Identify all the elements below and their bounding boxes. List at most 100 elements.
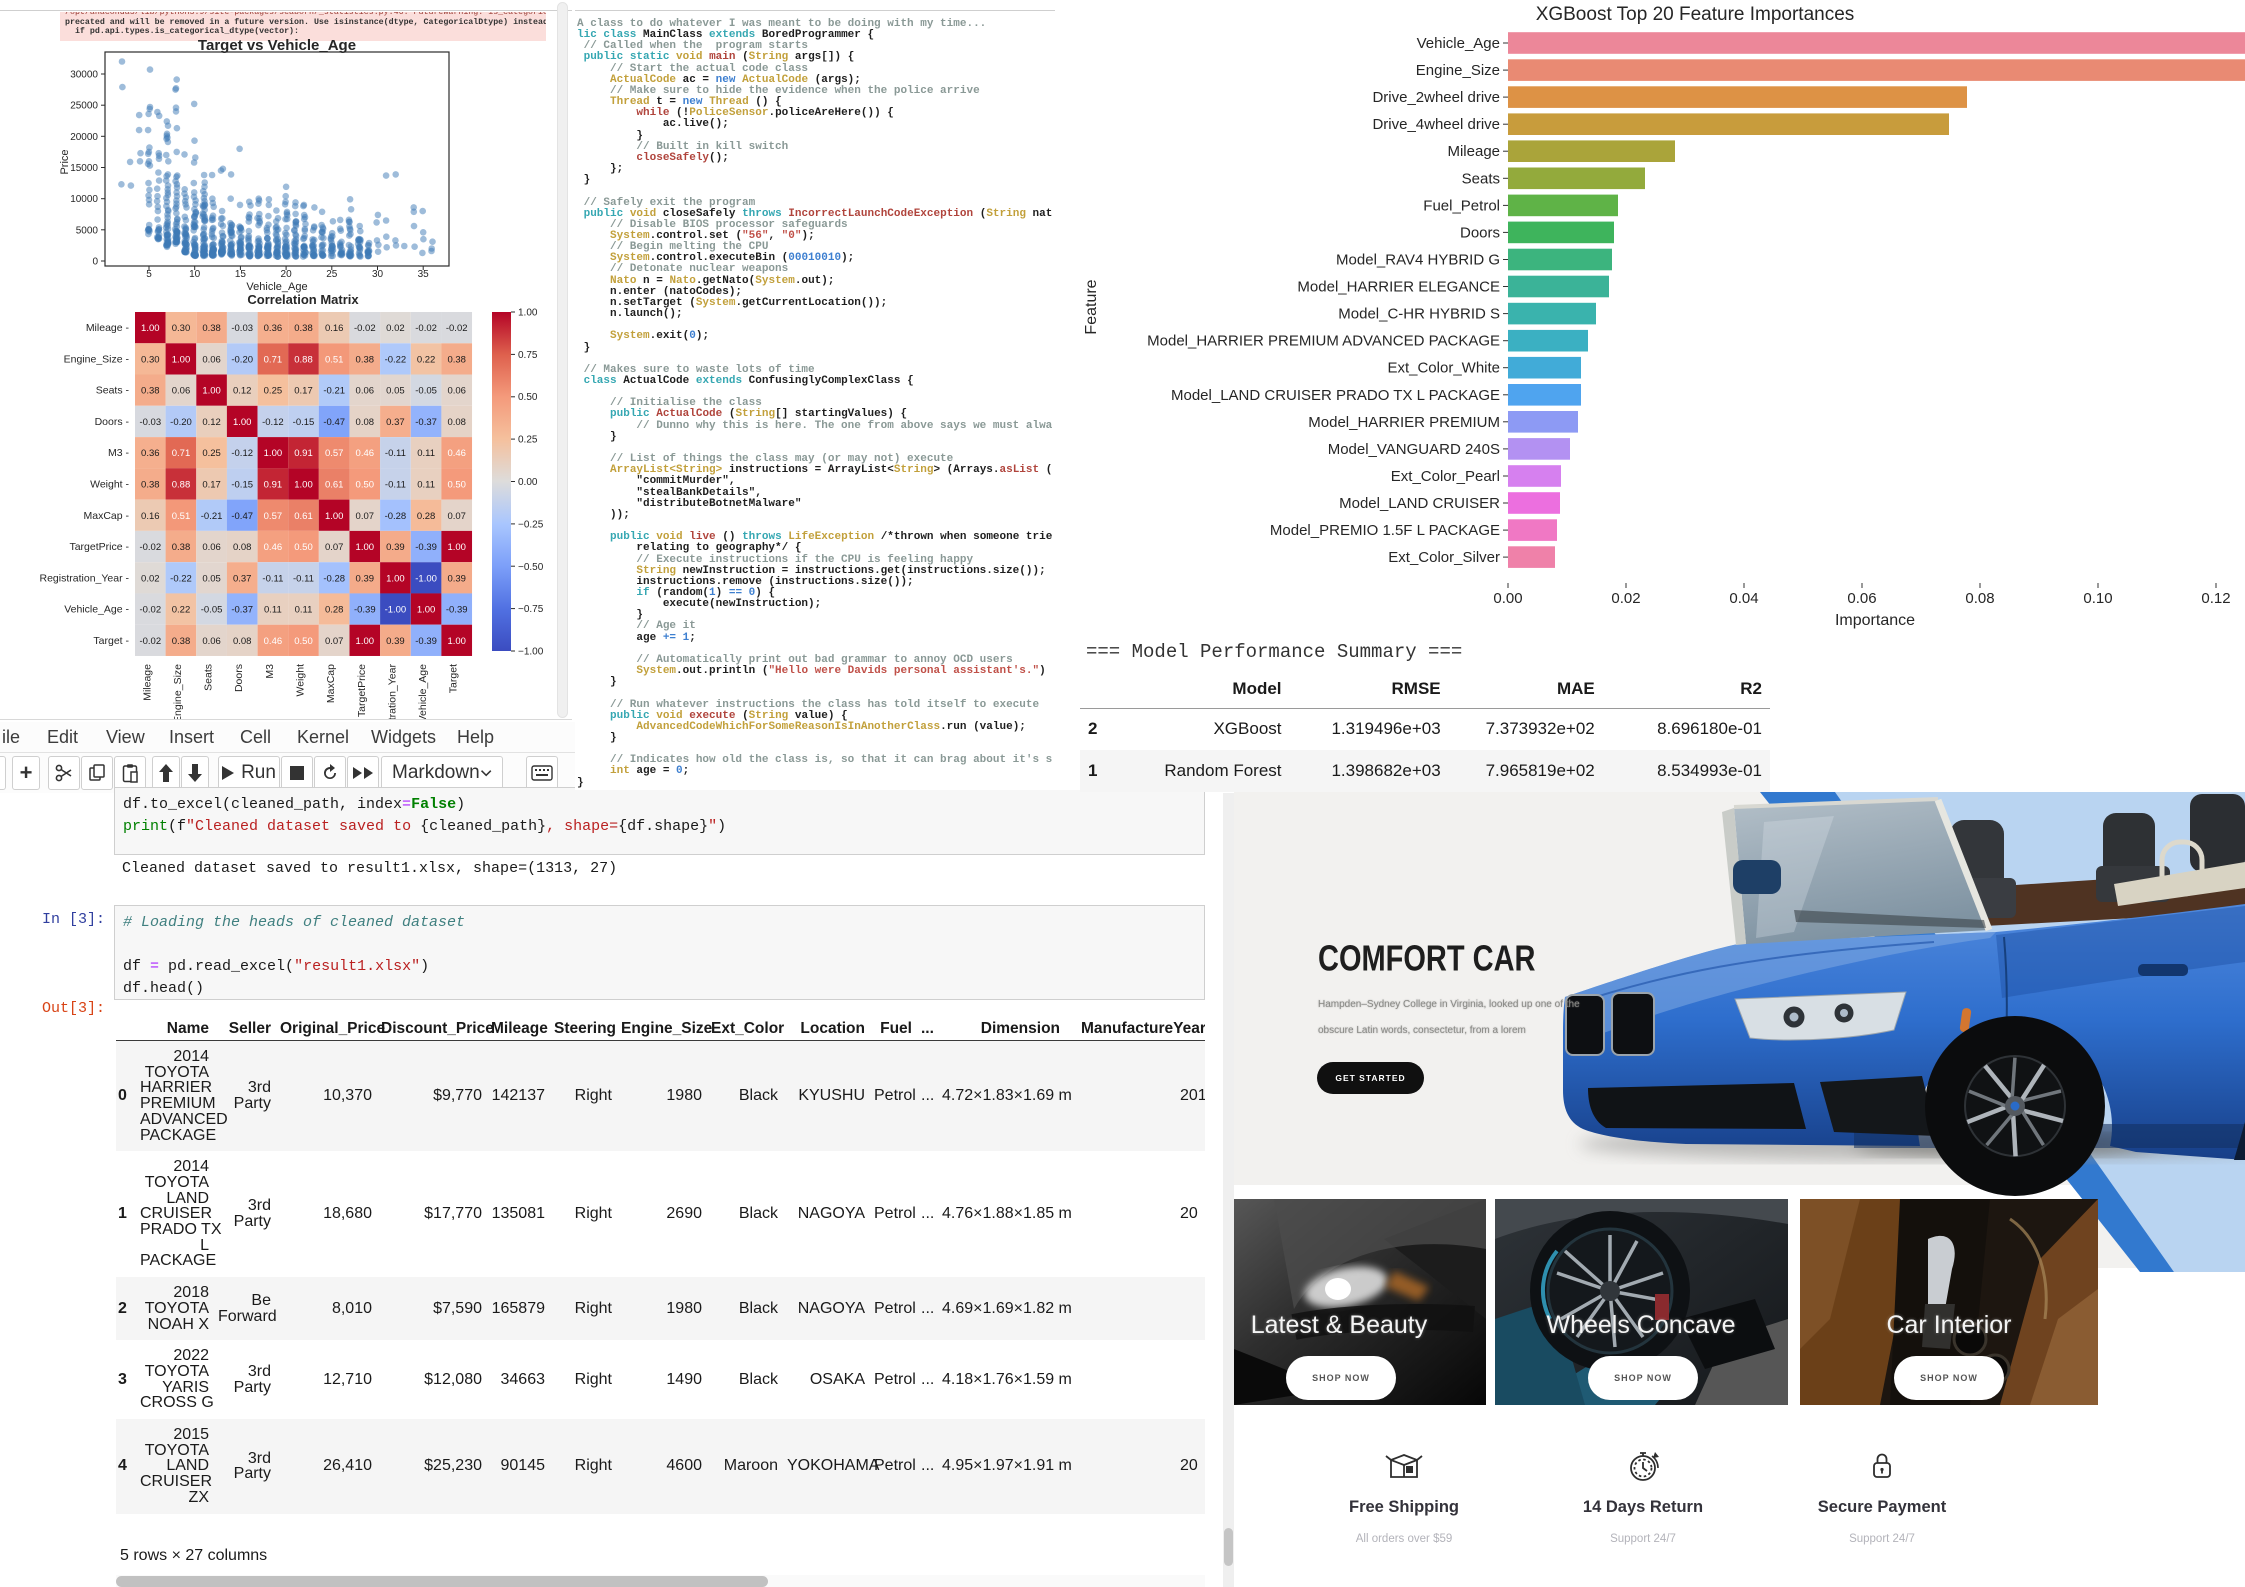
svg-text:TargetPrice: TargetPrice [356, 664, 368, 717]
svg-text:Ext_Color_Silver: Ext_Color_Silver [1388, 549, 1500, 566]
svg-text:−0.50: −0.50 [518, 562, 544, 573]
svg-text:-0.20: -0.20 [231, 354, 253, 365]
svg-text:0.07: 0.07 [325, 542, 344, 553]
svg-text:-0.02: -0.02 [139, 542, 161, 553]
svg-text:0.37: 0.37 [233, 573, 252, 584]
svg-text:Registration_Year -: Registration_Year - [40, 572, 130, 584]
svg-text:Doors: Doors [1460, 224, 1500, 241]
svg-text:Importance: Importance [1835, 612, 1915, 629]
svg-text:-1.00: -1.00 [385, 605, 407, 616]
svg-text:Model_VANGUARD 240S: Model_VANGUARD 240S [1328, 441, 1500, 458]
svg-text:Mileage: Mileage [1447, 143, 1500, 160]
svg-text:1.00: 1.00 [356, 542, 375, 553]
svg-text:-0.21: -0.21 [201, 511, 223, 522]
svg-text:0.30: 0.30 [141, 354, 160, 365]
svg-text:Model_HARRIER PREMIUM ADVANCED: Model_HARRIER PREMIUM ADVANCED PACKAGE [1147, 333, 1500, 350]
svg-text:0.08: 0.08 [233, 542, 252, 553]
svg-text:Model_C-HR HYBRID S: Model_C-HR HYBRID S [1338, 306, 1500, 323]
svg-text:0.08: 0.08 [233, 636, 252, 647]
svg-text:0.39: 0.39 [386, 542, 405, 553]
svg-text:0.38: 0.38 [141, 480, 160, 491]
svg-text:1.00: 1.00 [447, 636, 466, 647]
svg-text:Engine_Size -: Engine_Size - [64, 353, 130, 365]
svg-text:-0.02: -0.02 [139, 605, 161, 616]
svg-text:0.46: 0.46 [264, 636, 283, 647]
svg-text:-0.15: -0.15 [293, 417, 315, 428]
svg-text:20000: 20000 [70, 132, 98, 143]
svg-text:0.46: 0.46 [447, 448, 466, 459]
svg-text:0.91: 0.91 [294, 448, 313, 459]
svg-text:-0.03: -0.03 [231, 323, 253, 334]
svg-text:1.00: 1.00 [172, 354, 191, 365]
svg-text:0.25: 0.25 [518, 435, 538, 446]
svg-text:1.00: 1.00 [417, 605, 436, 616]
svg-text:Price: Price [59, 149, 71, 174]
svg-text:Model_HARRIER PREMIUM: Model_HARRIER PREMIUM [1308, 414, 1500, 431]
svg-text:0.71: 0.71 [264, 354, 283, 365]
svg-text:0.50: 0.50 [447, 480, 466, 491]
svg-text:1.00: 1.00 [233, 417, 252, 428]
svg-text:-0.02: -0.02 [446, 323, 468, 334]
svg-text:0.38: 0.38 [356, 354, 375, 365]
svg-text:-0.02: -0.02 [139, 636, 161, 647]
svg-text:Mileage: Mileage [141, 664, 153, 701]
svg-text:0.05: 0.05 [202, 573, 221, 584]
svg-text:0.61: 0.61 [294, 511, 313, 522]
svg-text:0.46: 0.46 [264, 542, 283, 553]
svg-text:0.38: 0.38 [172, 542, 191, 553]
svg-text:−0.25: −0.25 [518, 519, 544, 530]
svg-text:1.00: 1.00 [447, 542, 466, 553]
svg-text:0.50: 0.50 [294, 542, 313, 553]
svg-text:TargetPrice -: TargetPrice - [69, 541, 129, 553]
svg-text:10: 10 [189, 269, 201, 280]
svg-text:1.00: 1.00 [518, 308, 538, 319]
svg-text:-0.37: -0.37 [231, 605, 253, 616]
svg-text:0.38: 0.38 [172, 636, 191, 647]
svg-text:Doors -: Doors - [95, 416, 130, 428]
svg-text:0.91: 0.91 [264, 480, 283, 491]
svg-text:0.25: 0.25 [202, 448, 221, 459]
svg-text:0.06: 0.06 [1847, 590, 1876, 607]
svg-text:0.51: 0.51 [325, 354, 344, 365]
svg-text:0.06: 0.06 [202, 542, 221, 553]
svg-text:Weight -: Weight - [90, 479, 129, 491]
svg-text:0.06: 0.06 [356, 386, 375, 397]
svg-text:0.17: 0.17 [202, 480, 221, 491]
svg-text:0.39: 0.39 [447, 573, 466, 584]
svg-text:15: 15 [235, 269, 247, 280]
svg-text:0.06: 0.06 [202, 354, 221, 365]
svg-text:-0.15: -0.15 [231, 480, 253, 491]
svg-text:-0.03: -0.03 [139, 417, 161, 428]
svg-text:Vehicle_Age: Vehicle_Age [417, 664, 429, 720]
svg-text:Weight: Weight [295, 664, 307, 697]
svg-text:0.00: 0.00 [1493, 590, 1522, 607]
svg-text:-0.11: -0.11 [262, 573, 283, 584]
svg-text:0.06: 0.06 [202, 636, 221, 647]
svg-text:0.57: 0.57 [264, 511, 283, 522]
svg-text:-1.00: -1.00 [415, 573, 437, 584]
svg-text:0.11: 0.11 [417, 480, 435, 491]
svg-text:0.04: 0.04 [1729, 590, 1758, 607]
svg-text:Model_PREMIO 1.5F L PACKAGE: Model_PREMIO 1.5F L PACKAGE [1270, 522, 1500, 539]
svg-text:15000: 15000 [70, 163, 98, 174]
svg-text:0.02: 0.02 [386, 323, 405, 334]
svg-text:0.07: 0.07 [356, 511, 375, 522]
svg-text:Target: Target [448, 664, 460, 693]
svg-text:25: 25 [326, 269, 338, 280]
svg-text:Feature: Feature [1083, 279, 1100, 334]
svg-text:0.06: 0.06 [172, 386, 191, 397]
svg-text:-0.11: -0.11 [293, 573, 314, 584]
svg-text:Model_LAND CRUISER: Model_LAND CRUISER [1339, 495, 1500, 512]
svg-text:0.08: 0.08 [447, 417, 466, 428]
svg-text:Registration_Year: Registration_Year [386, 664, 398, 720]
svg-text:10000: 10000 [70, 194, 98, 205]
svg-text:Mileage -: Mileage - [86, 322, 130, 334]
svg-text:-0.28: -0.28 [385, 511, 407, 522]
svg-text:0.88: 0.88 [172, 480, 191, 491]
svg-text:Seats: Seats [203, 664, 215, 691]
svg-text:-0.39: -0.39 [415, 542, 437, 553]
svg-text:−0.75: −0.75 [518, 604, 544, 615]
svg-text:-0.20: -0.20 [170, 417, 192, 428]
svg-text:35: 35 [418, 269, 430, 280]
svg-text:-0.47: -0.47 [323, 417, 345, 428]
